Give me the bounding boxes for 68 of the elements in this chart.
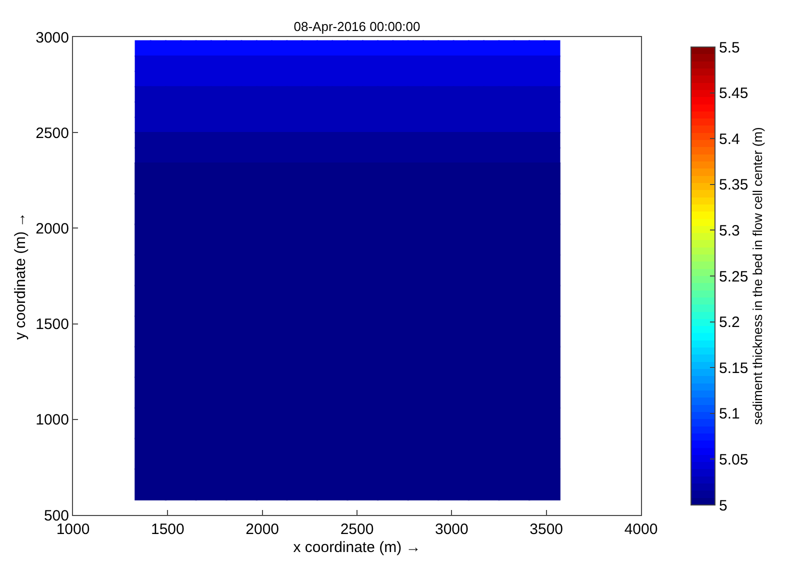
x-tick-label: 4000 [624,521,658,538]
color-bar-label: 5.2 [719,314,740,332]
y-axis-title: y coordinate (m) → [12,212,29,340]
point [438,468,470,500]
color-bar-label: 5.1 [719,406,740,423]
y-tick-label: 2000 [36,220,69,238]
point [528,438,560,470]
point [316,468,348,500]
point [134,346,167,378]
color-bar-label: 5.45 [719,85,748,102]
point [544,70,560,88]
point [528,376,560,409]
point [134,468,167,500]
point [528,407,560,440]
color-bar-label: 5.4 [719,130,740,148]
color-bar-label: 5 [719,497,728,514]
point [528,468,560,500]
x-tick-label: 3000 [434,521,468,538]
point [164,468,197,500]
point [544,86,560,103]
point [468,468,500,500]
point [134,376,167,409]
point [544,116,560,134]
point [226,468,258,500]
point [407,468,440,500]
color-bar-label: 5.15 [719,360,748,377]
point [134,315,167,348]
point [134,284,167,317]
point [134,224,167,256]
x-tick-label: 3500 [530,521,564,538]
y-tick-label: 1000 [36,412,69,429]
color-bar-title: sediment thickness in the bed in flow cell center (m) [750,127,766,425]
point [134,254,167,286]
point [134,438,167,470]
chart-title: 08-Apr-2016 00:00:00 [294,19,420,34]
point [544,56,560,72]
x-tick-label: 2000 [246,521,280,538]
x-tick-label: 2500 [340,521,374,538]
point [134,193,167,226]
color-bar-label: 5.35 [719,176,748,194]
y-tick-label: 2500 [36,124,69,142]
point [195,468,228,500]
point [528,284,560,317]
point [376,468,409,500]
point [134,162,167,194]
point [528,346,560,378]
point [528,224,560,256]
x-axis-title: x coordinate (m) → [293,539,421,556]
color-bar-label: 5.05 [719,451,748,468]
point [256,468,288,500]
point [286,468,318,500]
point [498,468,530,500]
color-bar-label: 5.5 [719,39,740,56]
point [544,147,560,164]
point [544,101,560,118]
y-tick-label: 3000 [36,29,69,46]
y-tick-label: 1500 [36,316,69,334]
x-tick-label: 1500 [150,521,184,538]
point [134,407,167,440]
color-bar-label: 5.3 [719,222,740,240]
point [346,468,379,500]
point [544,40,560,57]
point [528,315,560,348]
point [544,132,560,148]
point [528,162,560,194]
point [528,254,560,286]
color-bar-label: 5.25 [719,268,748,286]
point [528,193,560,226]
